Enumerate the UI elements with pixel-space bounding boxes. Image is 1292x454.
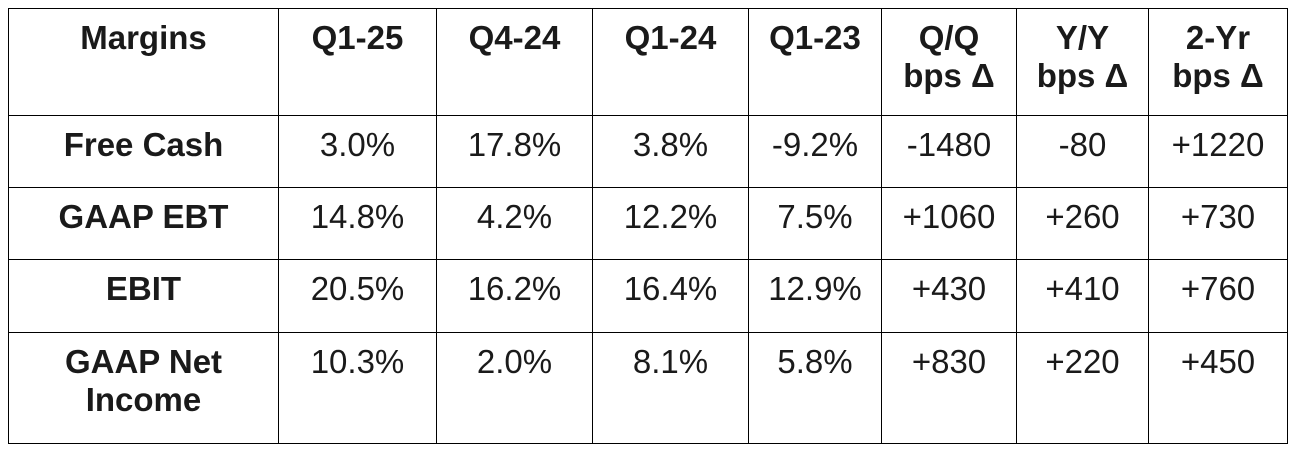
value-cell: 14.8% [278, 187, 437, 260]
value-cell: +410 [1016, 259, 1149, 333]
row-label: Income [85, 381, 202, 418]
header-text: 2-Yr [1185, 19, 1251, 56]
row-label: EBIT [105, 270, 182, 307]
value-cell: 7.5% [748, 187, 882, 260]
table-body: Margins Q1-25 Q4-24 Q1-24 Q1-23 Q/Q bps Δ Y/Y bp… [8, 8, 1288, 444]
value-cell: +830 [881, 332, 1017, 444]
header-cell: Q4-24 [436, 8, 593, 116]
header-text: Q/Q [918, 19, 980, 56]
value-cell: 4.2% [436, 187, 593, 260]
value-cell: 12.9% [748, 259, 882, 333]
row-label-cell: GAAP Net Income [8, 332, 279, 444]
header-text: Q1-24 [624, 19, 717, 56]
row-label: GAAP Net [64, 343, 223, 380]
header-text: bps Δ [1036, 57, 1129, 94]
value-cell: 17.8% [436, 115, 593, 188]
value-cell: +430 [881, 259, 1017, 333]
value-cell: 10.3% [278, 332, 437, 444]
value-cell: 2.0% [436, 332, 593, 444]
header-cell: Q1-24 [592, 8, 749, 116]
value-cell: 8.1% [592, 332, 749, 444]
value-cell: +450 [1148, 332, 1288, 444]
value-cell: -1480 [881, 115, 1017, 188]
table-row: EBIT 20.5% 16.2% 16.4% 12.9% +430 +410 +760 [8, 259, 1288, 333]
header-cell: Q1-23 [748, 8, 882, 116]
header-text: Margins [80, 19, 207, 56]
header-cell-margins: Margins [8, 8, 279, 116]
value-cell: 3.8% [592, 115, 749, 188]
row-label: Free Cash [63, 126, 224, 163]
value-cell: -9.2% [748, 115, 882, 188]
header-text: Q1-25 [311, 19, 404, 56]
value-cell: 16.2% [436, 259, 593, 333]
header-text: Q4-24 [468, 19, 561, 56]
row-label-cell: EBIT [8, 259, 279, 333]
header-row: Margins Q1-25 Q4-24 Q1-24 Q1-23 Q/Q bps Δ Y/Y bp… [8, 8, 1288, 116]
header-text: Y/Y [1055, 19, 1110, 56]
header-text: bps Δ [903, 57, 995, 94]
header-text: bps Δ [1172, 57, 1264, 94]
table-row: GAAP Net Income 10.3% 2.0% 8.1% 5.8% +830 +220 +… [8, 332, 1288, 444]
value-cell: 20.5% [278, 259, 437, 333]
value-cell: 5.8% [748, 332, 882, 444]
header-cell: Q1-25 [278, 8, 437, 116]
header-cell: Q/Q bps Δ [881, 8, 1017, 116]
value-cell: +260 [1016, 187, 1149, 260]
value-cell: +1060 [881, 187, 1017, 260]
value-cell: +760 [1148, 259, 1288, 333]
table-row: GAAP EBT 14.8% 4.2% 12.2% 7.5% +1060 +260 +730 [8, 187, 1288, 260]
table-row: Free Cash 3.0% 17.8% 3.8% -9.2% -1480 -80 +1220 [8, 115, 1288, 188]
value-cell: 16.4% [592, 259, 749, 333]
row-label-cell: GAAP EBT [8, 187, 279, 260]
value-cell: +1220 [1148, 115, 1288, 188]
header-cell: 2-Yr bps Δ [1148, 8, 1288, 116]
row-label-cell: Free Cash [8, 115, 279, 188]
value-cell: 3.0% [278, 115, 437, 188]
value-cell: +730 [1148, 187, 1288, 260]
header-cell: Y/Y bps Δ [1016, 8, 1149, 116]
row-label: GAAP EBT [58, 198, 229, 235]
value-cell: 12.2% [592, 187, 749, 260]
value-cell: -80 [1016, 115, 1149, 188]
margins-table: Margins Q1-25 Q4-24 Q1-24 Q1-23 Q/Q bps Δ Y/Y bp… [8, 8, 1288, 444]
header-text: Q1-23 [769, 19, 861, 56]
value-cell: +220 [1016, 332, 1149, 444]
